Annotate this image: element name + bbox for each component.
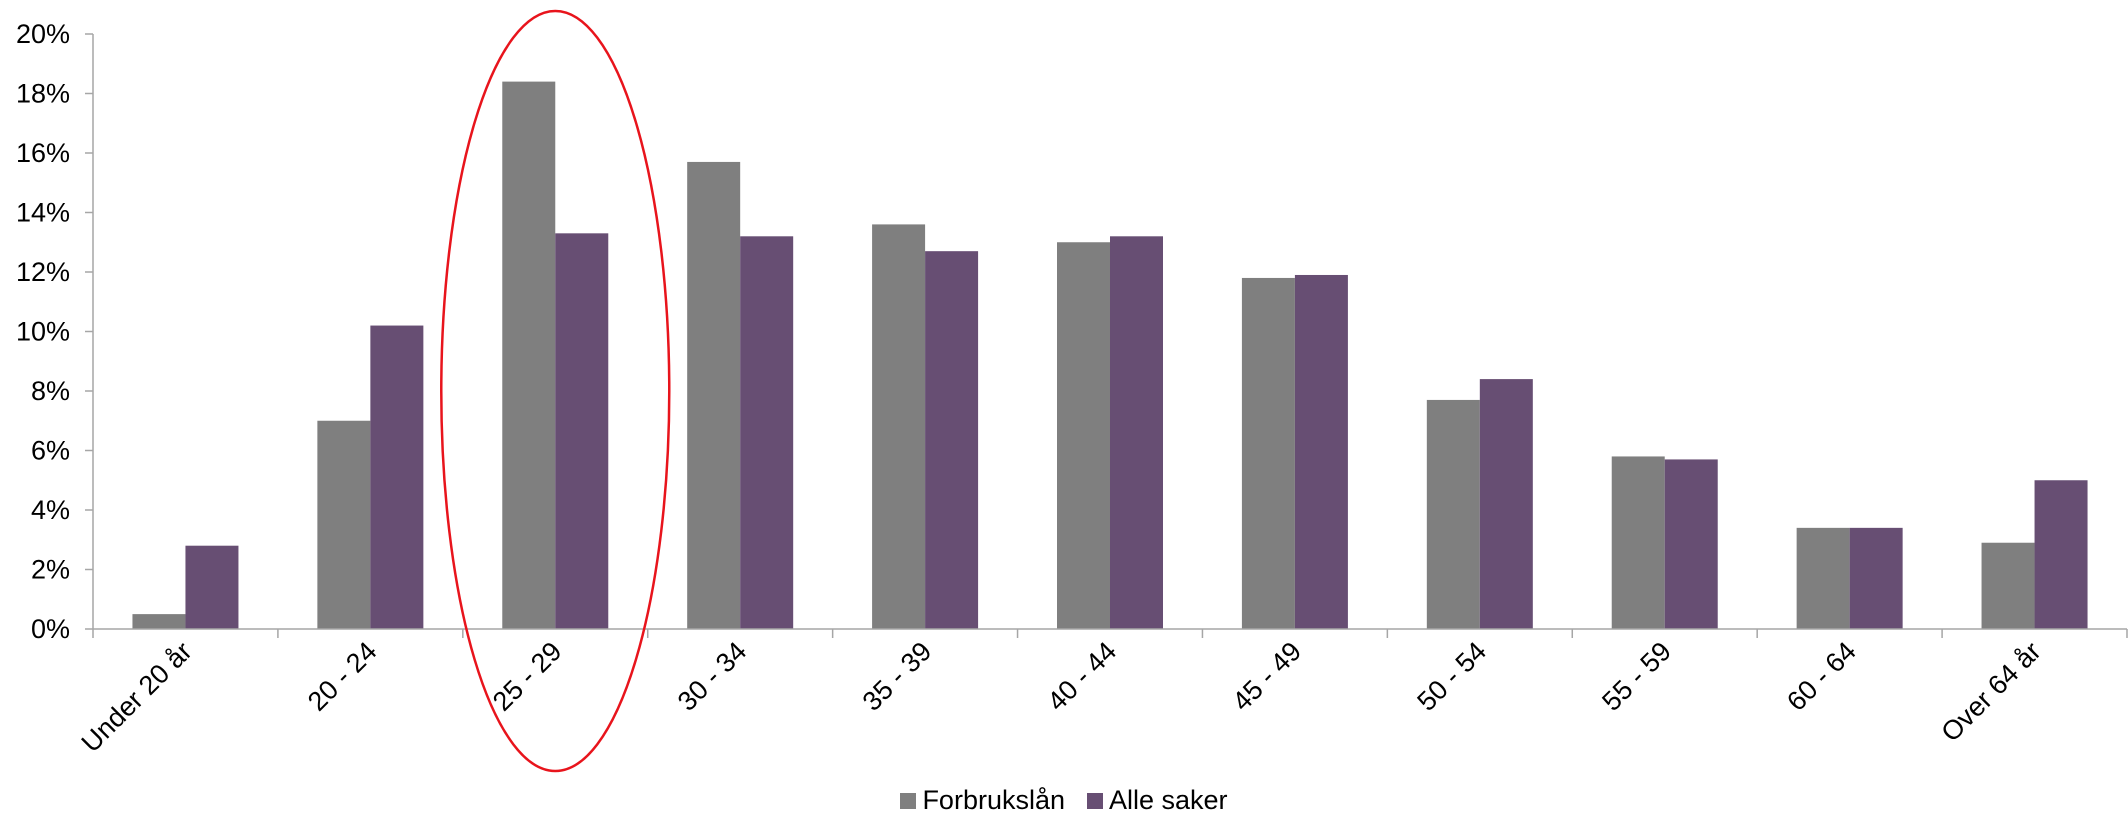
- y-tick-label: 16%: [16, 138, 70, 168]
- y-tick-labels: 0% 2% 4% 6% 8% 10% 12% 14% 16% 18% 20%: [16, 19, 70, 644]
- legend-label-forbrukslan: Forbrukslån: [922, 785, 1065, 815]
- bar-alle-saker-40-44: [1110, 236, 1163, 630]
- bar-forbrukslan-over-64-ar: [1981, 542, 2035, 629]
- bar-alle-saker-30-34: [740, 236, 794, 630]
- y-tick-label: 12%: [16, 257, 70, 287]
- bar-forbrukslan-50-54: [1426, 399, 1480, 629]
- x-tick-label-20-24: 20 - 24: [302, 636, 383, 717]
- x-tick-label-30-34: 30 - 34: [672, 636, 753, 717]
- bar-alle-saker-over-64-ar: [2034, 480, 2088, 629]
- axes-group: [85, 33, 2128, 638]
- bars-group: [132, 81, 2088, 630]
- bar-forbrukslan-25-29: [502, 81, 556, 630]
- legend: Forbrukslån Alle saker: [0, 785, 2128, 816]
- bar-forbrukslan-55-59: [1611, 456, 1665, 629]
- bar-alle-saker-35-39: [925, 251, 979, 630]
- x-tick-label-25-29: 25 - 29: [487, 636, 568, 717]
- highlight-ellipse: [440, 9, 671, 773]
- bar-forbrukslan-40-44: [1057, 242, 1110, 629]
- y-tick-label: 2%: [31, 555, 70, 585]
- y-tick-label: 6%: [31, 436, 70, 466]
- y-tick-label: 18%: [16, 79, 70, 109]
- bar-alle-saker-60-64: [1849, 527, 1903, 629]
- legend-item-alle-saker: Alle saker: [1087, 785, 1228, 816]
- bar-alle-saker-55-59: [1664, 459, 1718, 629]
- legend-swatch-alle-saker: [1087, 792, 1103, 809]
- bar-alle-saker-under-20-ar: [185, 545, 239, 629]
- x-tick-labels: Under 20 år 20 - 24 25 - 29 30 - 34 35 - 39 4…: [76, 636, 2047, 758]
- bar-forbrukslan-60-64: [1796, 527, 1850, 629]
- y-tick-label: 4%: [31, 495, 70, 525]
- x-tick-label-45-49: 45 - 49: [1226, 636, 1307, 717]
- legend-label-alle-saker: Alle saker: [1109, 785, 1228, 815]
- x-tick-label-40-44: 40 - 44: [1042, 636, 1123, 717]
- x-tick-label-50-54: 50 - 54: [1411, 636, 1492, 717]
- y-tick-label: 8%: [31, 376, 70, 406]
- y-tick-label: 10%: [16, 317, 70, 347]
- y-tick-label: 0%: [31, 614, 70, 644]
- y-tick-label: 20%: [16, 19, 70, 49]
- legend-swatch-forbrukslan: [900, 792, 917, 809]
- x-tick-label-55-59: 55 - 59: [1596, 636, 1677, 717]
- bar-alle-saker-50-54: [1479, 379, 1533, 629]
- bar-alle-saker-25-29: [555, 233, 609, 629]
- bar-forbrukslan-under-20-ar: [132, 614, 186, 629]
- x-tick-label-over-64-ar: Over 64 år: [1935, 636, 2046, 747]
- bar-forbrukslan-30-34: [687, 161, 741, 630]
- x-tick-label-under-20-ar: Under 20 år: [76, 636, 198, 758]
- x-tick-label-60-64: 60 - 64: [1781, 636, 1862, 717]
- bar-forbrukslan-20-24: [317, 420, 371, 629]
- bar-forbrukslan-45-49: [1241, 277, 1295, 629]
- x-tick-label-35-39: 35 - 39: [857, 636, 938, 717]
- y-tick-label: 14%: [16, 198, 70, 228]
- annotations: [440, 9, 671, 773]
- bar-forbrukslan-35-39: [872, 224, 926, 629]
- legend-item-forbrukslan: Forbrukslån: [900, 785, 1065, 816]
- bar-alle-saker-45-49: [1294, 274, 1348, 629]
- bar-alle-saker-20-24: [370, 325, 424, 629]
